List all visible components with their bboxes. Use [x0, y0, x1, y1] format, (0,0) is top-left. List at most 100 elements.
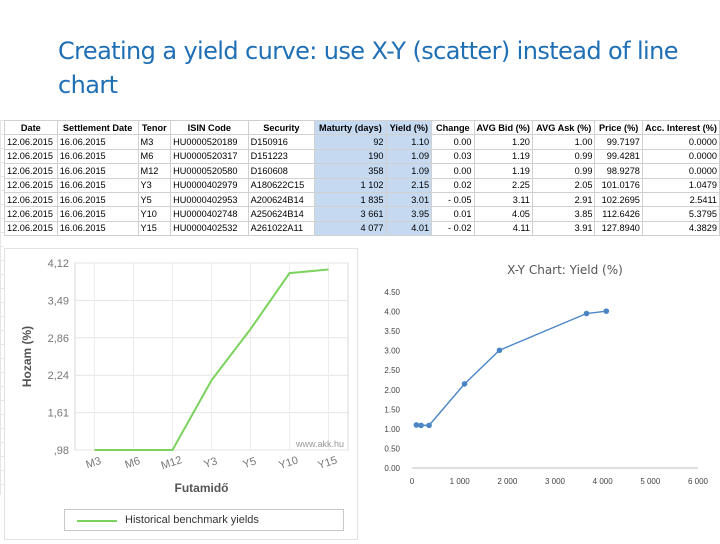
series-line	[94, 268, 329, 451]
xy-scatter-chart: X-Y Chart: Yield (%) 0.00 0.50 1.00 1.50 2.00…	[362, 247, 716, 495]
chart-credit: www.akk.hu	[295, 439, 344, 449]
column-header: Tenor	[137, 119, 172, 136]
data-point	[418, 422, 424, 429]
x-tick-label: M6	[123, 455, 141, 471]
table-cell: 16.06.2015	[56, 163, 139, 179]
xy-chart-svg: X-Y Chart: Yield (%) 0.00 0.50 1.00 1.50 2.00…	[384, 263, 708, 486]
table-cell: 16.06.2015	[56, 206, 139, 222]
table-cell: 12.06.2015	[4, 134, 58, 150]
y-tick-label: 4.00	[384, 308, 400, 317]
table-cell: 358	[314, 163, 387, 179]
y-tick-label: 2.50	[384, 366, 400, 375]
chart-title: X-Y Chart: Yield (%)	[507, 263, 623, 277]
table-cell: 16.06.2015	[56, 177, 139, 193]
table-cell: 112.6426	[594, 206, 643, 222]
x-axis-title: Futamidő	[175, 481, 229, 495]
x-tick-label: 3 000	[545, 477, 566, 486]
table-row: 12.06.2015 16.06.2015 Y10 HU0000402748 A2506…	[4, 206, 720, 222]
y-tick-label: 2,86	[48, 333, 69, 345]
table-cell: 1.19	[473, 148, 533, 165]
data-point	[413, 422, 420, 428]
table-cell: HU0000520189	[170, 134, 249, 150]
table-cell: 2.05	[531, 177, 596, 193]
table-cell: 1.19	[473, 163, 533, 179]
table-cell: M12	[137, 163, 172, 179]
table-cell: HU0000402748	[170, 206, 249, 222]
table-header-row: Date Settlement Date Tenor ISIN Code Securit…	[4, 119, 720, 136]
table-cell: D160608	[247, 163, 316, 179]
y-tick-label: 1,61	[48, 408, 69, 420]
table-cell: HU0000520317	[170, 148, 249, 165]
table-cell: Y10	[137, 206, 172, 222]
y-axis-title: Hozam (%)	[20, 326, 34, 387]
table-body: 12.06.2015 16.06.2015 M3 HU0000520189 D15091…	[4, 134, 720, 237]
column-header: ISIN Code	[170, 119, 249, 136]
table-cell: 1.20	[473, 134, 533, 150]
legend-line-swatch	[77, 520, 117, 522]
table-cell: 1.09	[385, 148, 433, 165]
table-cell: Y3	[137, 177, 172, 193]
column-header: AVG Bid (%)	[473, 119, 533, 136]
table-cell: 0.03	[431, 148, 475, 165]
table-cell: HU0000520580	[170, 163, 249, 179]
table-cell: 4 077	[314, 220, 387, 237]
column-header: Maturty (days)	[314, 119, 387, 136]
benchmark-chart-svg: ,98 1,61 2,24 2,86 3,49 4,12 M3 M6 M12 Y3 Y5 Y10 Y15…	[20, 258, 349, 495]
table-cell: 0.02	[431, 177, 475, 193]
column-header: Price (%)	[594, 119, 643, 136]
table-cell: Y15	[137, 220, 172, 237]
table-cell: 3.11	[473, 191, 533, 208]
x-tick-label: Y15	[316, 454, 338, 471]
table-cell: 0.0000	[641, 134, 720, 150]
table-cell: D151223	[247, 148, 316, 165]
table-row: 12.06.2015 16.06.2015 Y15 HU0000402532 A2610…	[4, 220, 720, 237]
table-cell: 2.5411	[641, 191, 720, 208]
table-cell: HU0000402532	[170, 220, 249, 237]
table-cell: M6	[137, 148, 172, 165]
table-cell: 5.3795	[641, 206, 720, 222]
column-header: AVG Ask (%)	[531, 119, 596, 136]
table-cell: 99.4281	[594, 148, 643, 165]
data-point	[496, 347, 503, 354]
table-cell: 3.85	[531, 206, 596, 222]
y-tick-label: 1.00	[384, 425, 400, 434]
y-tick-label: 2,24	[48, 370, 69, 382]
table-cell: 16.06.2015	[56, 220, 139, 237]
chart-legend: Historical benchmark yields	[64, 509, 344, 531]
table-cell: 4.11	[473, 220, 533, 237]
x-tick-label: 1 000	[450, 477, 471, 486]
table-cell: 12.06.2015	[4, 177, 58, 193]
table-cell: 0.00	[431, 134, 475, 150]
table-cell: 12.06.2015	[4, 163, 58, 179]
table-cell: 3 661	[314, 206, 387, 222]
table-cell: 190	[314, 148, 387, 165]
table-cell: 0.99	[531, 148, 596, 165]
table-cell: A180622C15	[247, 177, 316, 193]
table-cell: A261022A11	[247, 220, 316, 237]
data-point	[603, 308, 610, 314]
table-cell: 127.8940	[594, 220, 643, 237]
column-header: Security	[247, 119, 316, 136]
y-tick-label: 0.00	[384, 464, 400, 473]
table-cell: 3.95	[385, 206, 433, 222]
slide-title: Creating a yield curve: use X-Y (scatter…	[58, 37, 678, 99]
column-header: Settlement Date	[56, 119, 139, 136]
x-tick-label: 2 000	[497, 477, 518, 486]
table-cell: 16.06.2015	[56, 191, 139, 208]
table-cell: - 0.05	[431, 191, 475, 208]
data-point	[583, 310, 590, 317]
x-tick-label: 0	[410, 477, 415, 486]
data-point	[426, 422, 432, 429]
table-cell: 1.0479	[641, 177, 720, 193]
table-cell: HU0000402953	[170, 191, 249, 208]
table-cell: 98.9278	[594, 163, 643, 179]
table-cell: 2.15	[385, 177, 433, 193]
table-cell: 12.06.2015	[4, 220, 58, 237]
y-tick-label: ,98	[54, 445, 69, 457]
yield-table: Date Settlement Date Tenor ISIN Code Securit…	[4, 119, 720, 237]
table-cell: 0.00	[431, 163, 475, 179]
benchmark-yield-chart: ,98 1,61 2,24 2,86 3,49 4,12 M3 M6 M12 Y3 Y5 Y10 Y15…	[4, 248, 358, 540]
table-cell: 0.0000	[641, 163, 720, 179]
y-tick-label: 0.50	[384, 444, 400, 453]
table-cell: - 0.02	[431, 220, 475, 237]
